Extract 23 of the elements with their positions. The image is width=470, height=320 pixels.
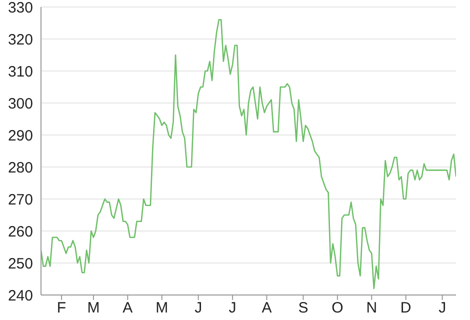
x-tick-label: J — [438, 300, 446, 317]
x-tick-label: O — [332, 300, 344, 317]
y-tick-label: 320 — [8, 31, 33, 48]
x-tick-label: N — [366, 300, 378, 317]
y-tick-label: 290 — [8, 127, 33, 144]
x-tick-label: D — [400, 300, 412, 317]
y-tick-label: 330 — [8, 0, 33, 16]
x-tick-label: S — [298, 300, 308, 317]
y-tick-label: 240 — [8, 287, 33, 304]
y-tick-label: 260 — [8, 223, 33, 240]
y-tick-label: 310 — [8, 63, 33, 80]
x-tick-label: M — [87, 300, 100, 317]
x-tick-label: J — [228, 300, 236, 317]
line-series — [41, 19, 456, 290]
y-tick-label: 280 — [8, 159, 33, 176]
x-tick-label: J — [194, 300, 202, 317]
x-tick-label: M — [156, 300, 168, 317]
x-tick-label: A — [262, 300, 272, 317]
y-tick-label: 270 — [8, 191, 33, 208]
x-tick-label: F — [56, 300, 66, 317]
y-tick-label: 250 — [8, 255, 33, 272]
y-tick-label: 300 — [8, 95, 33, 112]
x-tick-label: A — [122, 300, 133, 317]
